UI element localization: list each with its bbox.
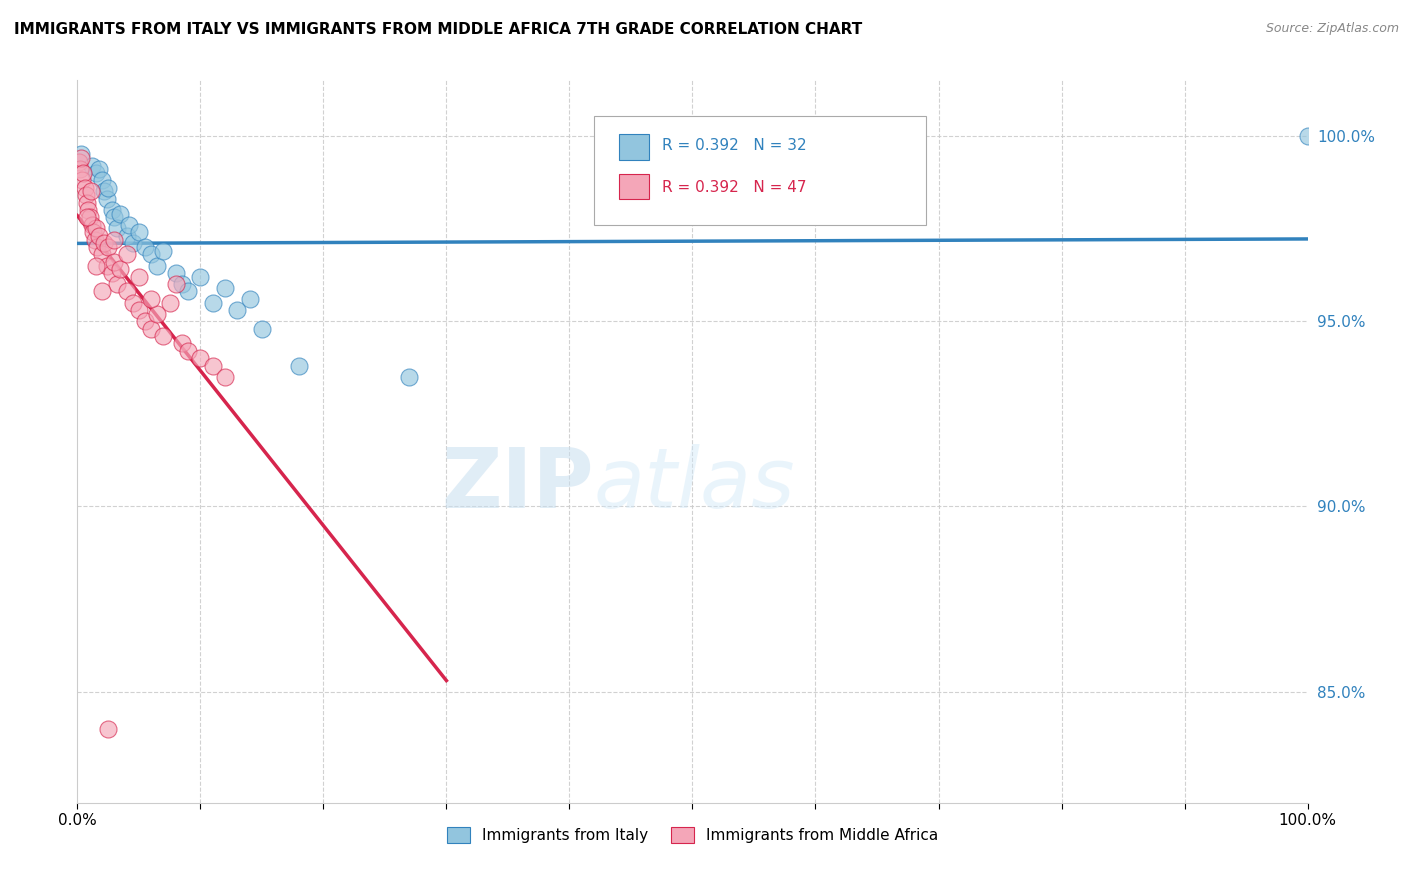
Point	[288, 359, 311, 373]
Bar	[619, 174, 650, 200]
Point	[84, 259, 107, 273]
Text: IMMIGRANTS FROM ITALY VS IMMIGRANTS FROM MIDDLE AFRICA 7TH GRADE CORRELATION CHA: IMMIGRANTS FROM ITALY VS IMMIGRANTS FROM…	[14, 22, 862, 37]
Point	[97, 240, 120, 254]
Point	[90, 285, 114, 299]
Point	[134, 314, 156, 328]
Point	[134, 240, 156, 254]
Point	[70, 147, 93, 161]
Point	[97, 180, 120, 194]
Point	[82, 225, 104, 239]
Point	[146, 307, 169, 321]
Point	[128, 269, 150, 284]
Point	[226, 303, 249, 318]
Point	[188, 351, 212, 366]
Point	[214, 281, 236, 295]
Point	[101, 266, 124, 280]
Point	[72, 166, 94, 180]
Point	[121, 295, 143, 310]
Point	[89, 162, 111, 177]
Point	[110, 207, 132, 221]
Point	[96, 259, 118, 273]
Point	[79, 211, 101, 225]
Point	[90, 247, 114, 261]
Point	[77, 202, 100, 217]
Point	[84, 166, 107, 180]
Point	[67, 154, 90, 169]
FancyBboxPatch shape	[595, 116, 927, 225]
Point	[73, 180, 96, 194]
Point	[76, 195, 98, 210]
Point	[165, 277, 187, 291]
Point	[90, 173, 114, 187]
Point	[93, 236, 115, 251]
Point	[103, 233, 125, 247]
Point	[70, 173, 93, 187]
Point	[165, 266, 187, 280]
Point	[76, 211, 98, 225]
Point	[201, 295, 224, 310]
Point	[105, 221, 128, 235]
Text: R = 0.392   N = 32: R = 0.392 N = 32	[662, 137, 806, 153]
Point	[121, 236, 143, 251]
Point	[82, 159, 104, 173]
Point	[86, 240, 108, 254]
Point	[89, 228, 111, 243]
Point	[170, 277, 193, 291]
Point	[201, 359, 224, 373]
Point	[97, 722, 120, 736]
Point	[83, 233, 105, 247]
Point	[214, 369, 236, 384]
Point	[105, 277, 128, 291]
Point	[159, 295, 181, 310]
Point	[152, 329, 174, 343]
Text: ZIP: ZIP	[441, 444, 595, 525]
Point	[141, 321, 163, 335]
Point	[146, 259, 169, 273]
Point	[177, 343, 200, 358]
Point	[101, 202, 124, 217]
Legend: Immigrants from Italy, Immigrants from Middle Africa: Immigrants from Italy, Immigrants from M…	[440, 822, 945, 849]
Point	[110, 262, 132, 277]
Point	[188, 269, 212, 284]
Point	[103, 255, 125, 269]
Point	[250, 321, 273, 335]
Point	[1296, 128, 1319, 143]
Point	[152, 244, 174, 258]
Point	[177, 285, 200, 299]
Point	[84, 221, 107, 235]
Point	[398, 369, 420, 384]
Point	[141, 247, 163, 261]
Text: R = 0.392   N = 47: R = 0.392 N = 47	[662, 179, 806, 194]
Point	[141, 292, 163, 306]
Point	[93, 185, 115, 199]
Point	[69, 162, 91, 177]
Text: Source: ZipAtlas.com: Source: ZipAtlas.com	[1265, 22, 1399, 36]
Point	[70, 151, 93, 165]
Point	[115, 285, 138, 299]
Point	[239, 292, 262, 306]
Point	[82, 218, 104, 232]
Point	[170, 336, 193, 351]
Point	[128, 225, 150, 239]
Bar	[619, 135, 650, 160]
Point	[128, 303, 150, 318]
Point	[80, 185, 103, 199]
Point	[103, 211, 125, 225]
Text: atlas: atlas	[595, 444, 796, 525]
Point	[75, 188, 97, 202]
Point	[118, 218, 141, 232]
Point	[115, 228, 138, 243]
Point	[115, 247, 138, 261]
Point	[96, 192, 118, 206]
